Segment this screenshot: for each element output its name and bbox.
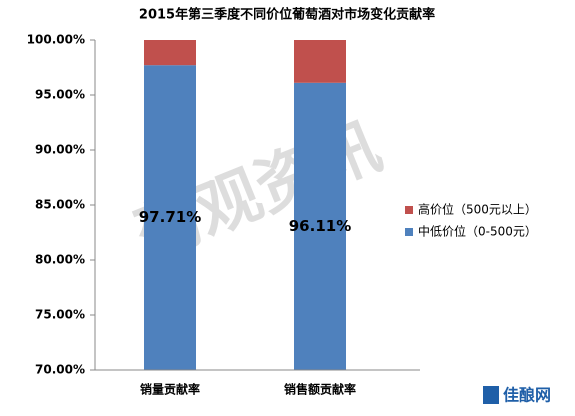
bar-segment bbox=[294, 40, 346, 83]
legend-swatch bbox=[405, 228, 413, 236]
legend-label: 高价位（500元以上） bbox=[418, 202, 537, 217]
y-tick-label: 70.00% bbox=[35, 363, 85, 377]
y-tick-label: 75.00% bbox=[35, 308, 85, 322]
logo-icon bbox=[483, 386, 499, 404]
logo-text: 佳酿网 bbox=[503, 386, 551, 405]
y-tick-label: 80.00% bbox=[35, 253, 85, 267]
x-tick-label: 销售额贡献率 bbox=[284, 382, 356, 397]
value-label: 97.71% bbox=[139, 208, 201, 226]
legend-swatch bbox=[405, 206, 413, 214]
bar-segment bbox=[144, 65, 196, 370]
bar-segment bbox=[144, 40, 196, 66]
value-label: 96.11% bbox=[289, 217, 351, 235]
y-tick-label: 95.00% bbox=[35, 88, 85, 102]
chart-title: 2015年第三季度不同价位葡萄酒对市场变化贡献率 bbox=[139, 7, 435, 23]
y-tick-label: 85.00% bbox=[35, 198, 85, 212]
y-tick-label: 100.00% bbox=[27, 33, 85, 47]
y-tick-label: 90.00% bbox=[35, 143, 85, 157]
x-tick-label: 销量贡献率 bbox=[140, 382, 200, 397]
bar-segment bbox=[294, 82, 346, 370]
legend-label: 中低价位（0-500元） bbox=[418, 224, 537, 239]
